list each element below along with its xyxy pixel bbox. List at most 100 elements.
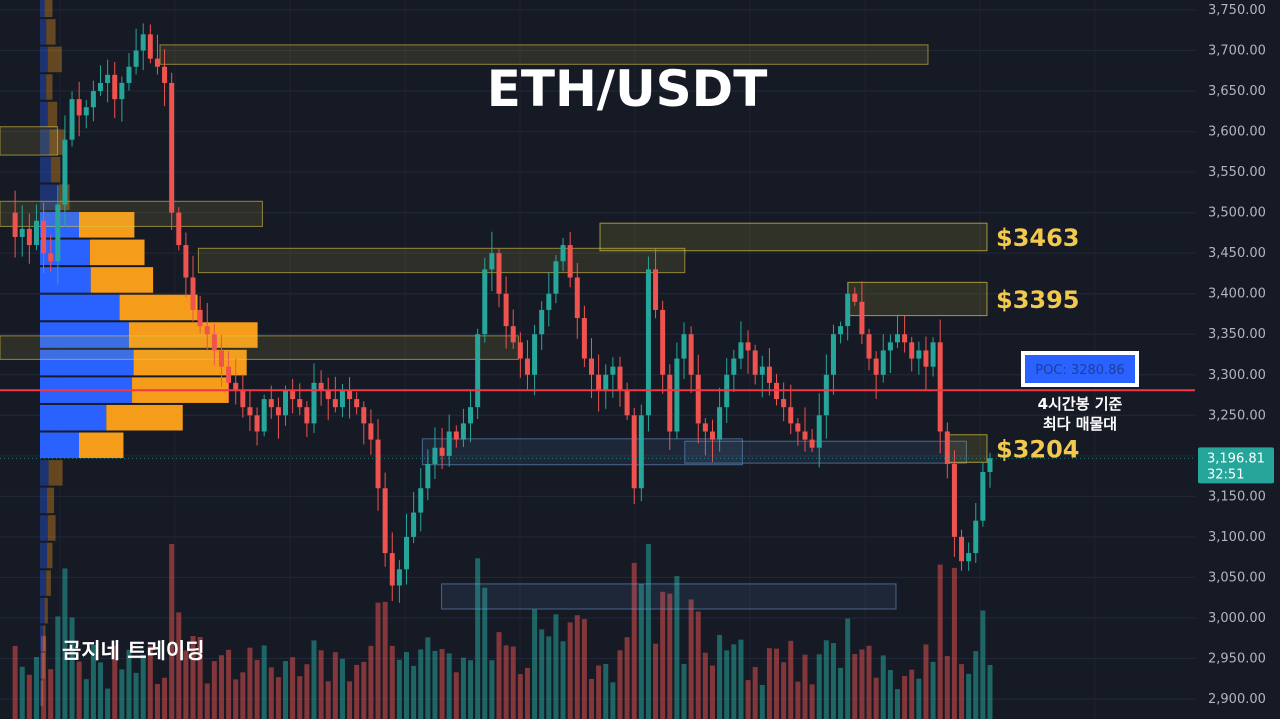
tick-label: 3,450.00 [1208, 246, 1266, 261]
candle-body [403, 536, 409, 570]
volume-bar [660, 591, 666, 719]
volume-bar [674, 576, 680, 719]
volume-bar [560, 641, 566, 719]
volume-bar [930, 661, 936, 719]
candle-body [98, 82, 104, 92]
candle-body [823, 374, 829, 416]
candle-body [375, 439, 381, 489]
volume-bar [873, 677, 879, 719]
volume-bar [887, 670, 893, 719]
candle-body [581, 318, 587, 359]
candle-body [567, 245, 573, 278]
profile-sell-bar [89, 239, 145, 266]
profile-buy-bar [40, 515, 48, 541]
volume-bar [403, 651, 409, 719]
price-axis: 3,750.00 3,700.00 3,650.00 3,600.00 3,550.00… [1208, 3, 1266, 707]
profile-sell-bar [47, 487, 55, 514]
candle-body [482, 269, 488, 335]
volume-bar [987, 664, 993, 719]
profile-buy-bar [40, 570, 47, 596]
candle-body [503, 293, 509, 327]
candle-body [624, 390, 630, 416]
volume-bar [19, 666, 25, 719]
candle-body [944, 431, 950, 464]
profile-buy-bar [40, 46, 48, 73]
volume-bar [681, 663, 687, 719]
tick-label: 3,050.00 [1208, 570, 1266, 585]
volume-bar [624, 637, 630, 719]
tick-label: 2,900.00 [1208, 692, 1266, 707]
candlesticks [12, 23, 993, 603]
volume-bar [361, 661, 367, 719]
volume-bar [226, 649, 232, 719]
candle-body [275, 407, 281, 416]
volume-bar [567, 622, 573, 719]
volume-bar [916, 678, 922, 719]
candle-body [261, 399, 267, 432]
volume-bar [603, 663, 609, 719]
volume-bar [240, 672, 246, 719]
volume-bar [247, 647, 253, 719]
tick-label: 3,350.00 [1208, 327, 1266, 342]
candle-body [845, 293, 851, 327]
profile-buy-bar [40, 542, 48, 569]
volume-bar [475, 558, 481, 719]
volume-bar [290, 657, 296, 719]
profile-buy-bar [40, 156, 51, 183]
volume-bar [937, 564, 943, 719]
candle-body [873, 358, 879, 375]
candle-body [33, 220, 39, 246]
candle-body [69, 99, 75, 140]
volume-bar [396, 659, 402, 719]
candle-body [702, 423, 708, 432]
volume-bar [695, 611, 701, 719]
volume-bar [574, 615, 580, 719]
tick-label: 3,150.00 [1208, 489, 1266, 504]
volume-bar [596, 665, 602, 719]
candle-body [105, 74, 111, 83]
volume-bar [766, 648, 772, 719]
candle-body [923, 350, 929, 367]
volume-bar [83, 679, 89, 719]
volume-bar [119, 669, 125, 719]
candle-body [90, 91, 96, 108]
volume-bar [980, 610, 986, 719]
candle-body [162, 66, 168, 83]
level-label: $3463 [996, 224, 1080, 252]
volume-bar [731, 644, 737, 719]
candle-body [354, 399, 360, 408]
candle-body [48, 253, 54, 262]
profile-sell-bar [44, 597, 48, 624]
volume-bar [532, 609, 538, 719]
candle-body [788, 407, 794, 424]
profile-buy-bar [40, 404, 107, 431]
level-label: $3395 [996, 286, 1080, 314]
candle-body [838, 326, 844, 335]
candle-body [809, 439, 815, 448]
volume-bar [866, 645, 872, 719]
candle-body [610, 366, 616, 375]
volume-bar [439, 649, 445, 719]
candle-body [816, 415, 822, 448]
tick-label: 3,500.00 [1208, 206, 1266, 221]
candle-body [524, 358, 530, 375]
profile-sell-bar [47, 542, 53, 569]
volume-bar [69, 617, 75, 719]
candle-body [546, 293, 552, 310]
volume-bar [368, 645, 374, 719]
volume-bar [503, 645, 509, 719]
profile-sell-bar [106, 404, 183, 431]
volume-bar [197, 636, 203, 719]
profile-sell-bar [43, 625, 46, 651]
profile-sell-bar [50, 156, 61, 183]
candle-body [866, 334, 872, 359]
candle-body [475, 334, 481, 408]
candle-body [553, 261, 559, 294]
volume-bar [389, 645, 395, 719]
tick-label: 3,700.00 [1208, 44, 1266, 59]
demand-zone [684, 440, 967, 464]
candle-body [603, 374, 609, 391]
candle-body [240, 390, 246, 408]
